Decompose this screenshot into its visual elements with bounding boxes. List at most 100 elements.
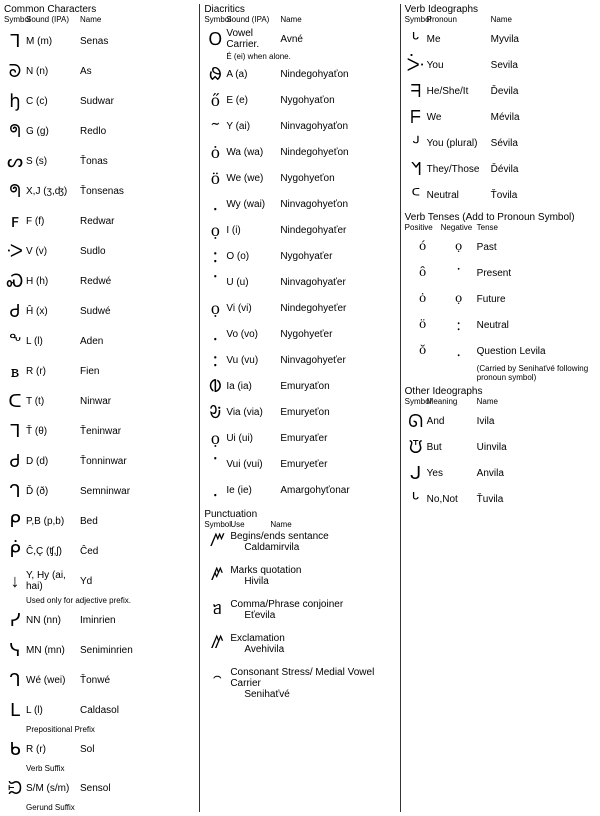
char-row: őE (e)Nygohyaťon bbox=[204, 87, 395, 113]
name-label: Ninvagohyeťon bbox=[280, 199, 348, 210]
name-label: Sudlo bbox=[80, 246, 106, 257]
tense-negative: ᱹ bbox=[441, 342, 477, 361]
sound-label: G (g) bbox=[26, 126, 80, 137]
name-label: Nygohyeťon bbox=[280, 173, 334, 184]
char-row: ᑭP,B (p,b)Bed bbox=[4, 506, 195, 536]
punct-name: Eťevila bbox=[244, 610, 395, 621]
name-label: Sévila bbox=[491, 138, 518, 149]
name-label: Sensol bbox=[80, 783, 111, 794]
punct-name: Hivila bbox=[244, 576, 395, 587]
sound-label: C (c) bbox=[26, 96, 80, 107]
tense-positive: ȯ bbox=[405, 291, 441, 307]
sound-label: V (v) bbox=[26, 246, 80, 257]
glyph-icon: ᖕ bbox=[4, 332, 26, 350]
tense-row: ŏᱹQuestion Levila bbox=[405, 338, 596, 364]
sound-label: T (t) bbox=[26, 396, 80, 407]
name-label: Uinvila bbox=[477, 442, 507, 453]
char-row: ꜰF (f)Redwar bbox=[4, 206, 195, 236]
char-row: ᖗX,J (ʒ,ʤ)Ťonsenas bbox=[4, 176, 195, 206]
char-row: ᒢYou (plural)Sévila bbox=[405, 130, 596, 156]
glyph-icon: ꤻ bbox=[204, 531, 230, 565]
name-label: Redwé bbox=[80, 276, 111, 287]
char-row: ᱸU (u)Ninvagohyaťer bbox=[204, 269, 395, 295]
name-label: Emuryaťer bbox=[280, 433, 327, 444]
name-label: Mévila bbox=[491, 112, 520, 123]
sound-label: R (r) bbox=[26, 366, 80, 377]
char-row: ᒪL (l)Caldasol bbox=[4, 695, 195, 725]
name-label: Nindegohyaťon bbox=[280, 69, 348, 80]
char-row: ᓭMN (mn)Seniminrien bbox=[4, 635, 195, 665]
name-label: Ťovila bbox=[491, 190, 518, 201]
glyph-icon: ᑭ bbox=[4, 512, 26, 530]
sound-label: H (h) bbox=[26, 276, 80, 287]
name-label: Nindegohyeťer bbox=[280, 303, 346, 314]
glyph-icon: ᖿ bbox=[405, 160, 427, 178]
glyph-icon: ᱹ bbox=[204, 481, 226, 499]
sound-label: Neutral bbox=[427, 190, 491, 201]
name-label: Seniminrien bbox=[80, 645, 133, 656]
name-label: Ĉed bbox=[80, 546, 98, 557]
glyph-icon: ᑃ bbox=[405, 56, 427, 74]
glyph-icon: ᖗ bbox=[4, 182, 26, 200]
sound-label: P,B (p,b) bbox=[26, 516, 80, 527]
sound-label: Vowel Carrier. bbox=[226, 28, 280, 50]
other-row: ᙈButUinvila bbox=[405, 434, 596, 460]
meaning-label: Yes bbox=[427, 468, 477, 479]
name-label: Ťonas bbox=[80, 156, 108, 167]
sound-label: S/M (s/m) bbox=[26, 783, 80, 794]
name-label: Nygohyeťer bbox=[280, 329, 332, 340]
tense-positive: ó bbox=[405, 239, 441, 255]
name-label: Nindegohyaťer bbox=[280, 225, 346, 236]
tense-row: öᱺNeutral bbox=[405, 312, 596, 338]
other-row: ᒍYesAnvila bbox=[405, 460, 596, 486]
tense-label: Present bbox=[477, 268, 511, 279]
glyph-icon: ᑲ bbox=[4, 740, 26, 758]
punct-row: ꤺMarks quotationHivila bbox=[204, 565, 395, 599]
punct-row: ꤻBegins/ends sentanceCaldamirvila bbox=[204, 531, 395, 565]
name-label: Sudwé bbox=[80, 306, 111, 317]
glyph-icon: ᏼ bbox=[4, 362, 26, 380]
glyph-icon: ᱺ bbox=[204, 247, 226, 265]
glyph-icon: ᱹ bbox=[204, 195, 226, 213]
sound-label: They/Those bbox=[427, 164, 491, 175]
col-verb: Verb Ideographs Symbol Pronoun Name ᒡMeM… bbox=[400, 4, 596, 812]
char-row: ꜧC (c)Sudwar bbox=[4, 86, 195, 116]
char-row: ọI (i)Nindegohyaťer bbox=[204, 217, 395, 243]
other-row: ᒡNo,NotŤuvila bbox=[405, 486, 596, 512]
char-row: ᑮĈ,Ç (ʧ,ʃ)Ĉed bbox=[4, 536, 195, 566]
tense-row: ȯọFuture bbox=[405, 286, 596, 312]
name-label: Anvila bbox=[477, 468, 504, 479]
char-row: ᒼNeutralŤovila bbox=[405, 182, 596, 208]
sound-label: Y (ai) bbox=[226, 121, 280, 132]
sound-label: L (l) bbox=[26, 336, 80, 347]
tense-label: Neutral bbox=[477, 320, 509, 331]
sound-label: Vi (vi) bbox=[226, 303, 280, 314]
glyph-icon: ᑕ bbox=[4, 392, 26, 410]
glyph-icon: ö bbox=[204, 169, 226, 187]
glyph-icon: ᱸ bbox=[204, 455, 226, 473]
punct-row: ꤼExclamationAvehivila bbox=[204, 633, 395, 667]
glyph-icon: ᓭ bbox=[4, 641, 26, 659]
row-note: Used only for adjective prefix. bbox=[26, 596, 195, 605]
sound-label: L (l) bbox=[26, 705, 80, 716]
char-row: ᑀV (v)Sudlo bbox=[4, 236, 195, 266]
glyph-icon: ᑀ bbox=[4, 242, 26, 260]
glyph-icon: ọ bbox=[204, 221, 226, 239]
name-label: Ťeninwar bbox=[80, 426, 121, 437]
char-row: ᖿThey/ThoseĎévila bbox=[405, 156, 596, 182]
meaning-label: And bbox=[427, 416, 477, 427]
char-row: ᙊS/M (s/m)Sensol bbox=[4, 773, 195, 803]
name-label: Redwar bbox=[80, 216, 114, 227]
glyph-icon: ᒍ bbox=[405, 464, 427, 482]
name-label: Ivila bbox=[477, 416, 495, 427]
name-label: Ťonninwar bbox=[80, 456, 127, 467]
char-row: ᏧD (d)Ťonninwar bbox=[4, 446, 195, 476]
name-label: Ťonwé bbox=[80, 675, 110, 686]
glyph-icon: Ꮷ bbox=[4, 452, 26, 470]
sound-label: Wy (wai) bbox=[226, 199, 280, 210]
name-label: Semninwar bbox=[80, 486, 130, 497]
glyph-icon: ᑮ bbox=[4, 542, 26, 560]
name-label: Fien bbox=[80, 366, 99, 377]
glyph-icon: ᱷ bbox=[204, 65, 226, 83]
name-label: Ťonsenas bbox=[80, 186, 124, 197]
